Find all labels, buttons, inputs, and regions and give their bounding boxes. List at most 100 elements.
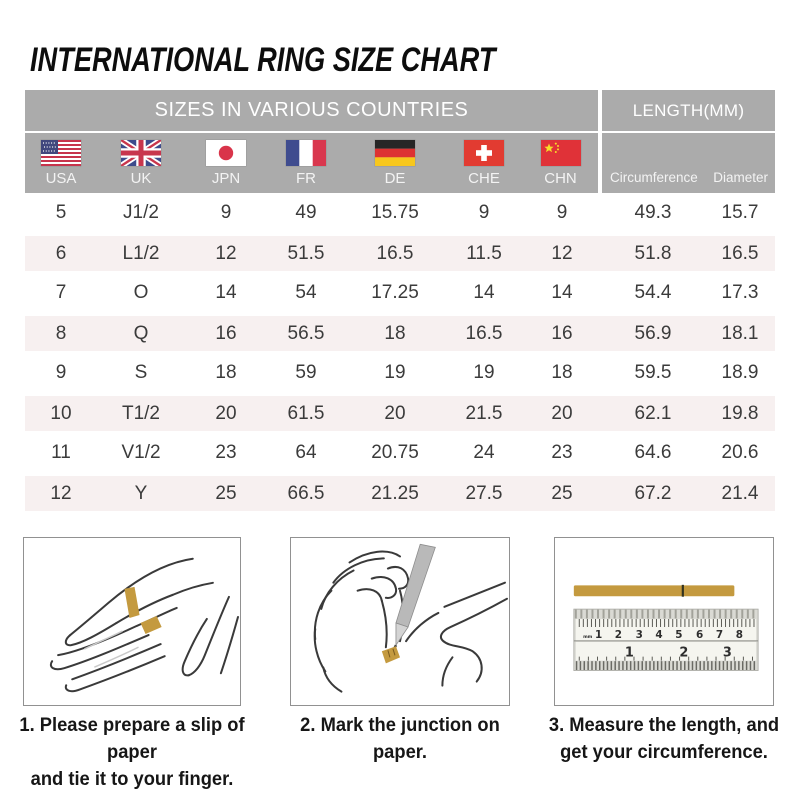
country-code: CHE bbox=[468, 170, 500, 187]
instruction-caption-2: 2. Mark the junction on paper. bbox=[300, 714, 500, 763]
table-cell: 20.6 bbox=[721, 442, 759, 463]
column-header-de: DE bbox=[345, 133, 445, 193]
table-cell: 51.5 bbox=[287, 242, 325, 264]
table-cell: 64 bbox=[295, 442, 317, 463]
table-cell: 67.2 bbox=[634, 482, 672, 504]
table-cell: Q bbox=[133, 322, 149, 344]
paper-band bbox=[140, 615, 162, 635]
header-horizontal-divider bbox=[602, 131, 775, 133]
table-cell: 16.5 bbox=[721, 242, 759, 264]
table-cell: 27.5 bbox=[465, 482, 503, 504]
table-cell: 9 bbox=[478, 202, 490, 223]
country-code: UK bbox=[130, 170, 152, 187]
svg-text:3: 3 bbox=[723, 646, 732, 661]
header-horizontal-divider bbox=[25, 131, 598, 133]
china-flag bbox=[540, 140, 581, 166]
table-cell: L1/2 bbox=[122, 242, 160, 264]
group-header-length: LENGTH(MM) bbox=[602, 90, 775, 131]
svg-text:8: 8 bbox=[736, 629, 743, 641]
table-cell: 20 bbox=[384, 402, 406, 424]
table-cell: Y bbox=[134, 482, 148, 504]
table-row: 12 Y 25 66.5 21.25 27.5 25 67.2 21.4 bbox=[25, 473, 775, 513]
table-cell: 12 bbox=[50, 482, 72, 504]
table-cell: 19.8 bbox=[721, 402, 759, 424]
table-cell: 7 bbox=[55, 282, 67, 303]
table-header: SIZES IN VARIOUS COUNTRIES LENGTH(MM) US… bbox=[25, 90, 775, 193]
paper-band bbox=[381, 646, 400, 664]
table-cell: 62.1 bbox=[634, 402, 672, 424]
table-cell: 15.7 bbox=[721, 202, 759, 223]
table-cell: 23 bbox=[215, 442, 237, 463]
svg-text:5: 5 bbox=[675, 629, 682, 641]
country-code: USA bbox=[45, 170, 77, 187]
svg-text:2: 2 bbox=[679, 646, 688, 661]
table-cell: 18 bbox=[551, 362, 573, 383]
table-cell: 51.8 bbox=[634, 242, 672, 264]
table-cell: 64.6 bbox=[634, 442, 672, 463]
table-cell: 18.1 bbox=[721, 322, 759, 344]
table-cell: 61.5 bbox=[287, 402, 325, 424]
pen-body bbox=[395, 543, 436, 628]
table-cell: 9 bbox=[220, 202, 232, 223]
instruction-caption-3: 3. Measure the length, and get your circ… bbox=[548, 714, 780, 763]
table-cell: 6 bbox=[55, 242, 67, 264]
switzerland-flag bbox=[464, 140, 504, 166]
table-cell: 54 bbox=[295, 282, 317, 303]
instruction-caption-1: 1. Please prepare a slip of paper and ti… bbox=[19, 714, 245, 790]
table-cell: 25 bbox=[215, 482, 237, 504]
column-header-che: CHE bbox=[445, 133, 523, 193]
table-cell: V1/2 bbox=[121, 442, 161, 463]
germany-flag bbox=[375, 140, 415, 166]
svg-text:3: 3 bbox=[636, 629, 643, 641]
table-cell: T1/2 bbox=[121, 402, 161, 424]
table-cell: 54.4 bbox=[634, 282, 672, 303]
table-cell: 66.5 bbox=[287, 482, 325, 504]
svg-text:2: 2 bbox=[615, 629, 622, 641]
table-cell: 10 bbox=[50, 402, 72, 424]
table-row: 9 S 18 59 19 19 18 59.5 18.9 bbox=[25, 353, 775, 393]
table-cell: 9 bbox=[556, 202, 568, 223]
table-cell: 16.5 bbox=[465, 322, 503, 344]
country-code: DE bbox=[384, 170, 406, 187]
table-cell: 15.75 bbox=[371, 202, 419, 223]
table-cell: 21.25 bbox=[371, 482, 419, 504]
country-header-row: USA UK JPN bbox=[25, 133, 598, 193]
table-cell: 11.5 bbox=[466, 242, 502, 264]
table-cell: 23 bbox=[551, 442, 573, 463]
table-row: 5 J1/2 9 49 15.75 9 9 49.3 15.7 bbox=[25, 193, 775, 233]
table-cell: 21.4 bbox=[721, 482, 759, 504]
table-cell: 16.5 bbox=[376, 242, 414, 264]
table-row: 11 V1/2 23 64 20.75 24 23 64.6 20.6 bbox=[25, 433, 775, 473]
table-cell: 16 bbox=[215, 322, 237, 344]
illustration-marking-junction bbox=[290, 537, 510, 706]
illustration-ruler-measuring: mm 1 2 3 4 5 6 7 8 1 2 3 bbox=[554, 537, 774, 706]
svg-text:4: 4 bbox=[655, 629, 662, 641]
table-cell: 20 bbox=[215, 402, 237, 424]
table-cell: 14 bbox=[551, 282, 573, 303]
table-cell: 20 bbox=[551, 402, 573, 424]
table-body: 5 J1/2 9 49 15.75 9 9 49.3 15.7 6 L1/2 1… bbox=[25, 193, 775, 513]
pen-tip bbox=[395, 622, 409, 647]
column-header-jpn: JPN bbox=[185, 133, 267, 193]
svg-text:1: 1 bbox=[595, 629, 602, 641]
table-cell: 20.75 bbox=[371, 442, 419, 463]
header-vertical-divider bbox=[598, 90, 602, 193]
table-cell: 16 bbox=[551, 322, 573, 344]
ruler-unit-label: mm bbox=[583, 635, 593, 640]
svg-text:1: 1 bbox=[625, 646, 634, 661]
table-cell: 59.5 bbox=[634, 362, 672, 383]
group-header-sizes: SIZES IN VARIOUS COUNTRIES bbox=[25, 90, 598, 131]
table-row: 6 L1/2 12 51.5 16.5 11.5 12 51.8 16.5 bbox=[25, 233, 775, 273]
table-row: 10 T1/2 20 61.5 20 21.5 20 62.1 19.8 bbox=[25, 393, 775, 433]
table-row: 8 Q 16 56.5 18 16.5 16 56.9 18.1 bbox=[25, 313, 775, 353]
column-header-usa: USA bbox=[25, 133, 97, 193]
table-cell: 24 bbox=[473, 442, 495, 463]
table-cell: 12 bbox=[215, 242, 237, 264]
uk-flag bbox=[121, 140, 161, 166]
table-cell: 56.9 bbox=[634, 322, 672, 344]
table-cell: 11 bbox=[51, 442, 71, 463]
table-cell: 9 bbox=[55, 362, 67, 383]
svg-text:7: 7 bbox=[716, 629, 723, 641]
svg-text:6: 6 bbox=[696, 629, 703, 641]
table-cell: 8 bbox=[55, 322, 67, 344]
